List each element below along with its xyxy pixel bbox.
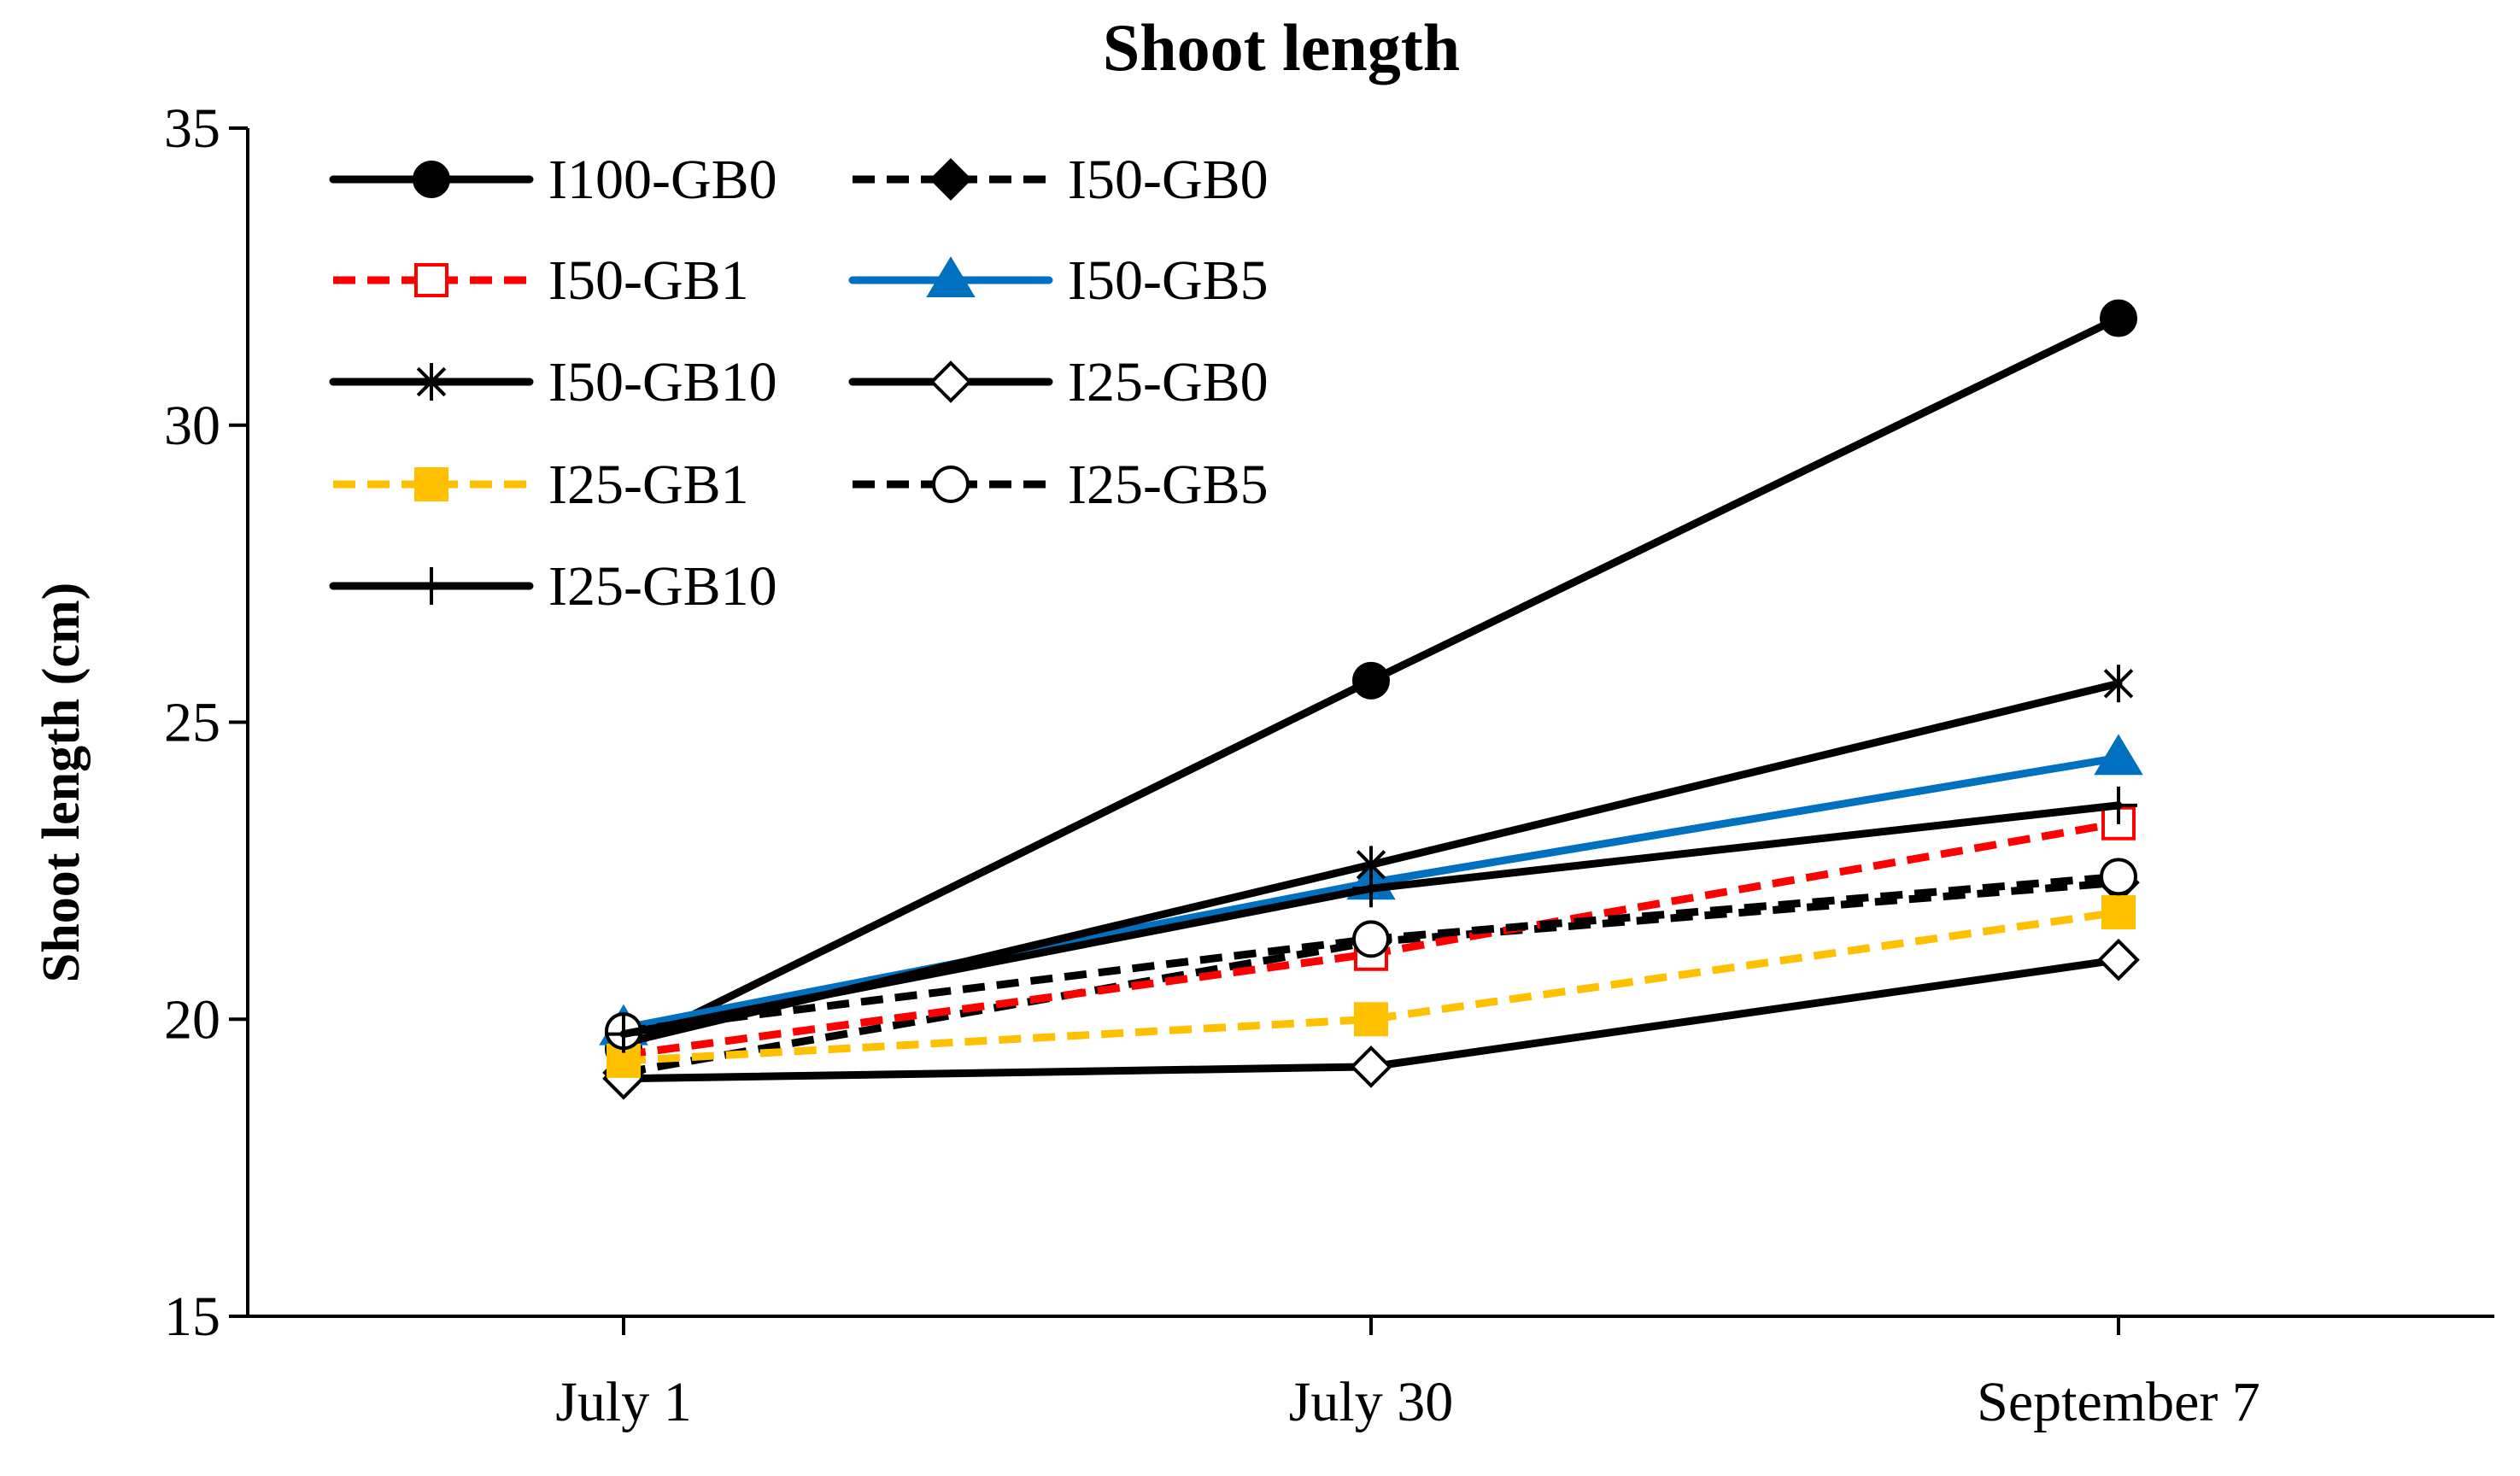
legend-entry-i25-gb10: I25-GB10 (329, 555, 777, 618)
y-axis-ticks: 15 20 25 30 35 (164, 97, 248, 1348)
legend-entry-i50-gb5: I50-GB5 (848, 249, 1269, 312)
data-point-i25-gb1-july-30 (1354, 1002, 1388, 1037)
series-i25-gb10 (605, 786, 2137, 1053)
x-tick-label-july-1: July 1 (555, 1371, 692, 1433)
legend-label-i25-gb1: I25-GB1 (548, 454, 749, 516)
legend: I100-GB0 I50-GB0 I50-GB1 I50-GB5 I50-GB10 I25… (329, 149, 1269, 618)
legend-swatch-marker-i50-gb0-shape (929, 158, 972, 201)
series-line-i25-gb1 (623, 908, 2119, 1065)
data-point-i100-gb0-july-30 (1352, 661, 1390, 700)
legend-entry-i50-gb10: I50-GB10 (329, 351, 777, 413)
data-point-i25-gb1-july-30-shape (1354, 1002, 1388, 1037)
legend-label-i100-gb0: I100-GB0 (548, 149, 777, 211)
legend-swatch-marker-i50-gb5-shape (926, 256, 976, 297)
data-point-i25-gb0-july-30-shape (1350, 1046, 1392, 1088)
legend-entry-i25-gb0: I25-GB0 (848, 351, 1269, 413)
data-point-i25-gb10-july-30 (1352, 870, 1390, 908)
legend-swatch-marker-i50-gb10 (416, 363, 447, 401)
legend-swatch-marker-i25-gb1-shape (414, 467, 448, 501)
legend-label-i50-gb5: I50-GB5 (1068, 249, 1269, 312)
data-point-i50-gb10-september-7 (2103, 665, 2134, 703)
data-point-i50-gb5-september-7 (2094, 734, 2143, 776)
data-point-i25-gb10-july-1 (605, 1015, 642, 1053)
legend-entry-i50-gb0: I50-GB0 (853, 149, 1269, 211)
data-point-i25-gb5-july-30 (1352, 920, 1390, 958)
legend-swatch-marker-i25-gb0-shape (929, 360, 972, 403)
data-point-i50-gb5-september-7-shape (2094, 734, 2143, 776)
legend-label-i50-gb0: I50-GB0 (1068, 149, 1269, 211)
legend-swatch-marker-i50-gb5 (926, 256, 976, 297)
y-tick-label-25: 25 (164, 692, 220, 754)
legend-swatch-marker-i100-gb0-shape (413, 161, 450, 198)
series-line-i50-gb0 (623, 878, 2119, 1077)
chart-title: Shoot length (1103, 10, 1460, 85)
data-point-i25-gb5-september-7 (2100, 858, 2137, 896)
series-i25-gb1 (607, 895, 2136, 1078)
data-point-i25-gb0-september-7-shape (2097, 938, 2140, 981)
legend-swatch-marker-i50-gb1 (414, 263, 448, 297)
legend-swatch-marker-i25-gb5 (932, 466, 970, 503)
legend-swatch-marker-i25-gb10 (413, 567, 450, 605)
y-tick-label-35: 35 (164, 97, 220, 160)
legend-swatch-marker-i25-gb1 (414, 467, 448, 501)
data-point-i25-gb0-september-7 (2097, 938, 2140, 981)
data-point-i100-gb0-july-30-shape (1352, 661, 1390, 700)
legend-label-i25-gb0: I25-GB0 (1068, 351, 1269, 413)
legend-swatch-marker-i25-gb0 (929, 360, 972, 403)
legend-swatch-marker-i25-gb10-shape (413, 567, 450, 605)
data-point-i25-gb5-july-30-shape (1352, 920, 1390, 958)
legend-label-i50-gb1: I50-GB1 (548, 249, 749, 312)
legend-swatch-marker-i50-gb1-shape (414, 263, 448, 297)
legend-entry-i25-gb5: I25-GB5 (853, 454, 1269, 516)
legend-label-i25-gb5: I25-GB5 (1068, 454, 1269, 516)
y-axis-label: Shoot length (cm) (32, 583, 91, 982)
legend-entry-i100-gb0: I100-GB0 (329, 149, 777, 211)
data-point-i50-gb10-september-7-shape (2103, 665, 2134, 703)
data-point-i25-gb10-july-30-shape (1352, 870, 1390, 908)
legend-swatch-marker-i50-gb10-shape (416, 363, 447, 401)
data-point-i25-gb1-september-7 (2101, 895, 2136, 930)
legend-swatch-marker-i100-gb0 (413, 161, 450, 198)
legend-swatch-marker-i25-gb5-shape (932, 466, 970, 503)
legend-entry-i25-gb1: I25-GB1 (333, 454, 749, 516)
series-layer (599, 299, 2143, 1100)
legend-label-i50-gb10: I50-GB10 (548, 351, 777, 413)
legend-swatch-marker-i50-gb0 (929, 158, 972, 201)
data-point-i25-gb5-september-7-shape (2100, 858, 2137, 896)
y-tick-label-30: 30 (164, 395, 220, 457)
data-point-i25-gb0-july-30 (1350, 1046, 1392, 1088)
data-point-i25-gb10-september-7-shape (2100, 786, 2137, 824)
data-point-i25-gb1-september-7-shape (2101, 895, 2136, 930)
legend-entry-i50-gb1: I50-GB1 (333, 249, 749, 312)
data-point-i25-gb10-september-7 (2100, 786, 2137, 824)
data-point-i100-gb0-september-7 (2100, 299, 2137, 337)
x-axis-ticks: July 1 July 30 September 7 (555, 1316, 2260, 1433)
data-point-i25-gb10-july-1-shape (605, 1015, 642, 1053)
data-point-i100-gb0-september-7-shape (2100, 299, 2137, 337)
legend-label-i25-gb10: I25-GB10 (548, 555, 777, 618)
x-tick-label-september-7: September 7 (1977, 1371, 2260, 1433)
x-tick-label-july-30: July 30 (1289, 1371, 1454, 1433)
y-tick-label-15: 15 (164, 1286, 220, 1348)
y-tick-label-20: 20 (164, 988, 220, 1051)
